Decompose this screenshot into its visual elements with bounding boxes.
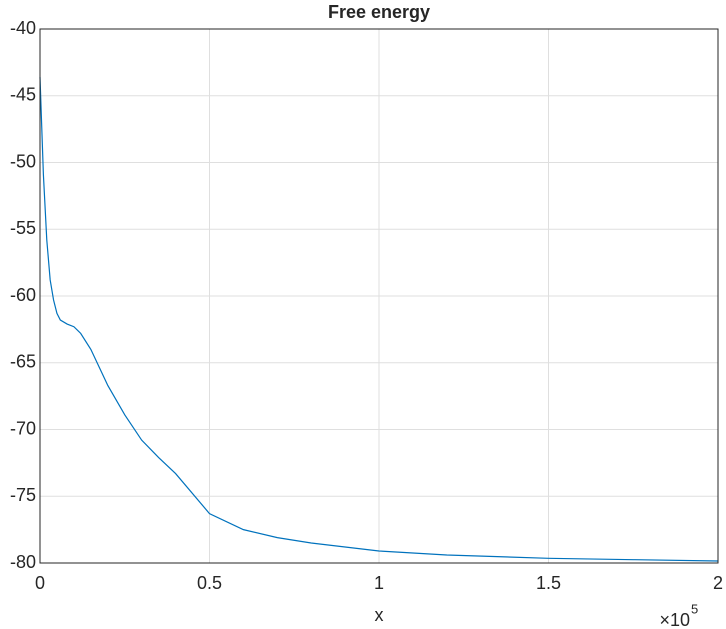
y-tick-label: -75	[10, 485, 36, 505]
y-tick-label: -50	[10, 151, 36, 171]
y-tick-label: -45	[10, 85, 36, 105]
y-tick-label: -70	[10, 418, 36, 438]
y-tick-label: -80	[10, 552, 36, 572]
plot-frame	[39, 28, 719, 564]
x-axis-label: x	[375, 605, 384, 625]
x-tick-label: 1	[374, 573, 384, 593]
x-tick-label: 1.5	[536, 573, 561, 593]
y-tick-label: -55	[10, 218, 36, 238]
x-tick-label: 2	[713, 573, 723, 593]
y-tick-label: -40	[10, 18, 36, 38]
x-scale-base: ×10	[659, 610, 690, 629]
y-tick-label: -60	[10, 285, 36, 305]
data-line	[39, 77, 719, 562]
x-scale-exponent: 5	[691, 601, 698, 616]
x-tick-label: 0.5	[197, 573, 222, 593]
chart-title: Free energy	[328, 2, 430, 22]
y-tick-label: -65	[10, 352, 36, 372]
x-tick-label: 0	[35, 573, 45, 593]
